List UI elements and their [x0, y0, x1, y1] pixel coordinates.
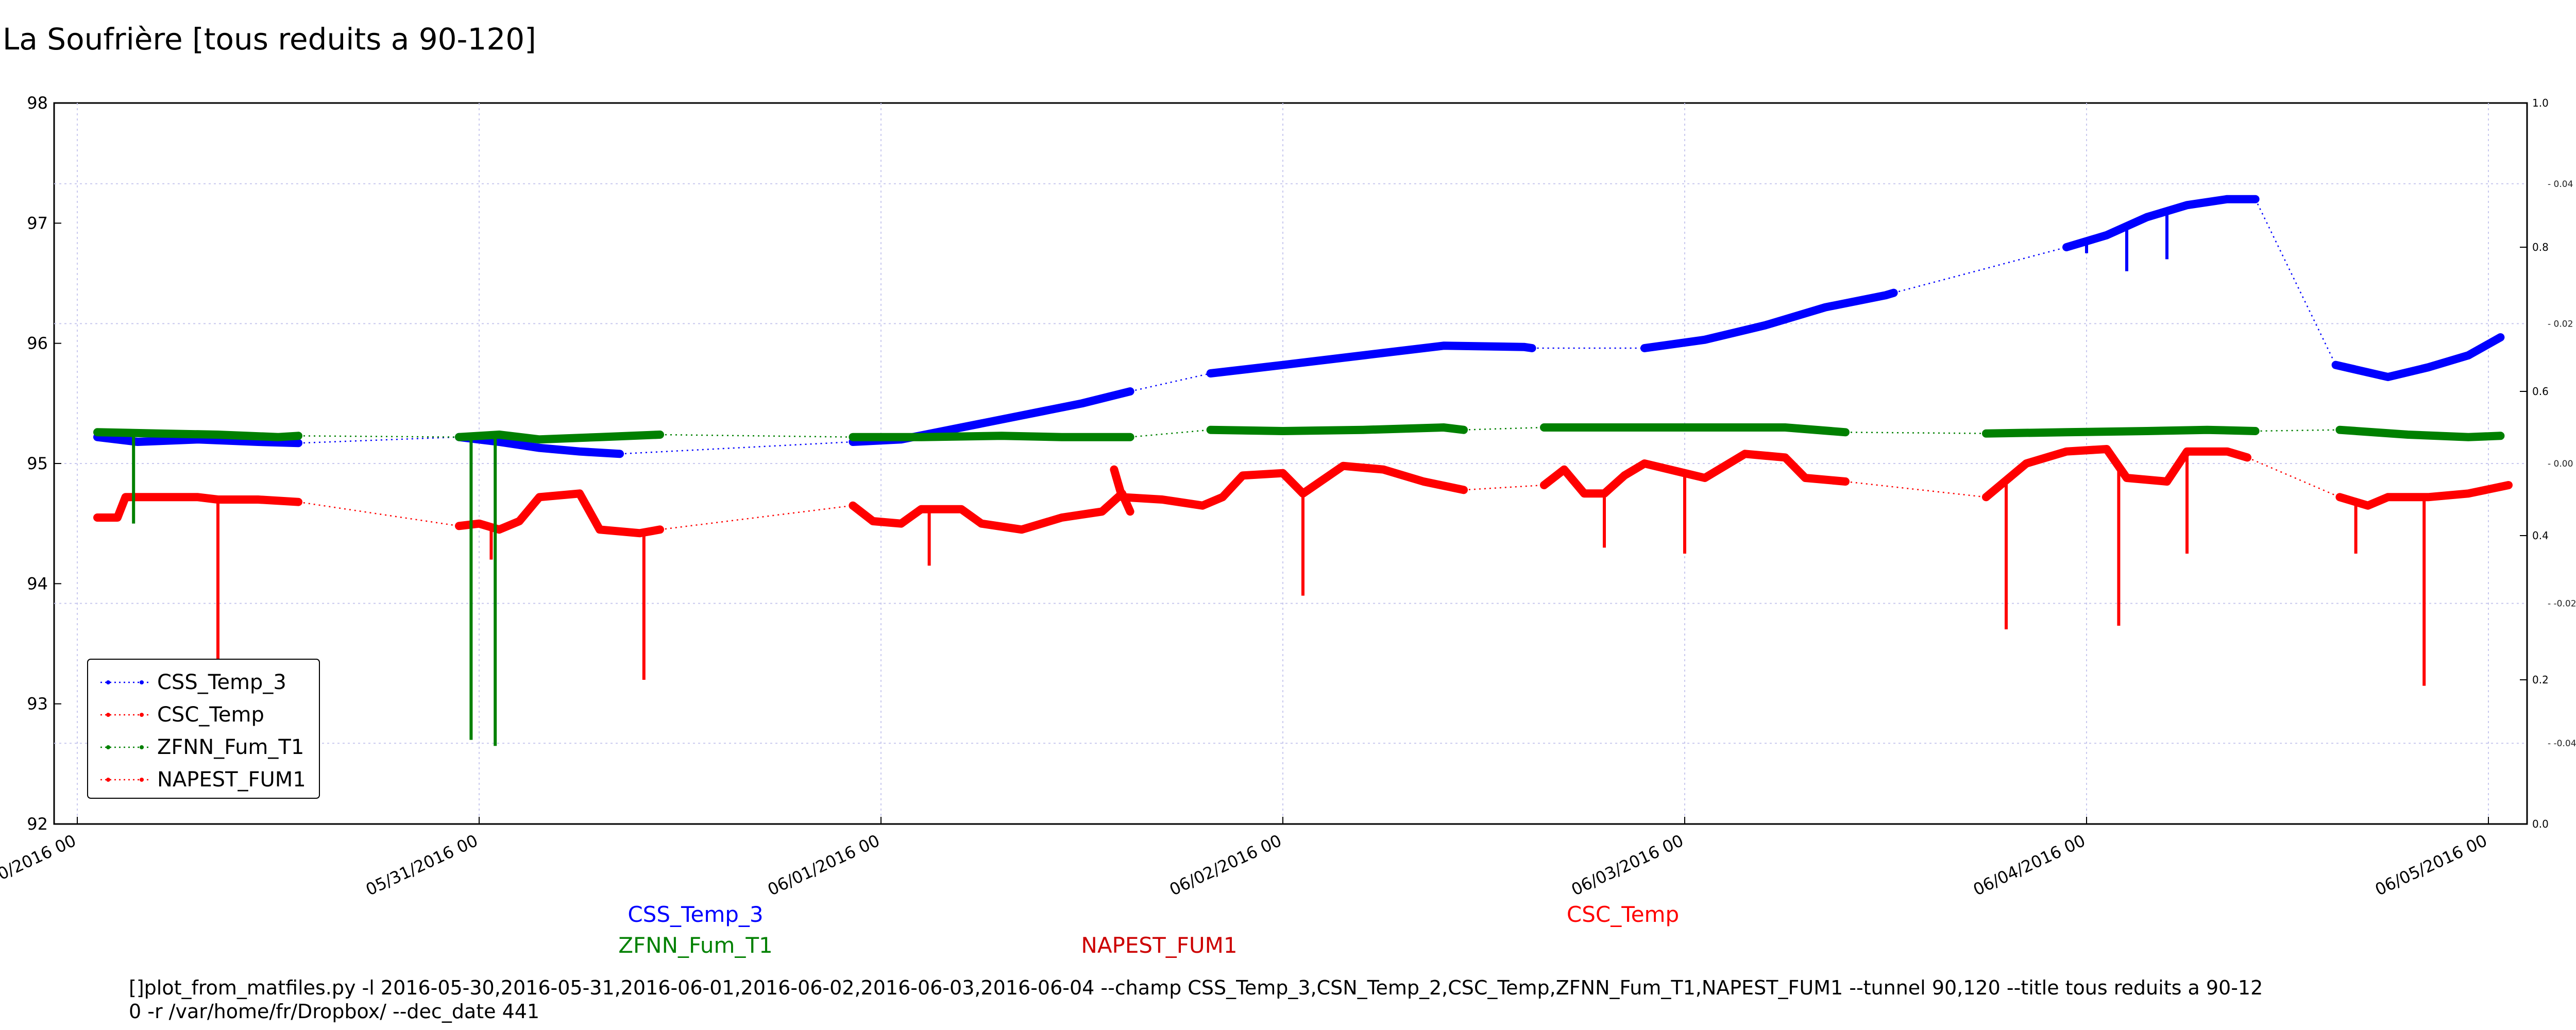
series-segment	[1540, 450, 1850, 498]
series-segment	[2331, 333, 2505, 381]
series-segment	[1540, 423, 1850, 437]
series-ZFNN_Fum_T1	[93, 423, 2505, 444]
series-segment	[455, 433, 624, 458]
series-segment	[1640, 288, 1898, 352]
series-labels-below: CSS_Temp_3 ZFNN_Fum_T1 NAPEST_FUM1 CSC_Temp	[618, 902, 1679, 958]
y2-tick-label: 0.4	[2532, 529, 2549, 542]
y2-tick-label: 0.8	[2532, 241, 2549, 253]
y3-tick-label: - -0.04	[2548, 739, 2576, 749]
series-segment	[1982, 445, 2251, 502]
gap-connector	[298, 435, 460, 438]
y-tick-label: 92	[27, 814, 48, 834]
y-tick-label: 93	[27, 694, 48, 714]
legend-marker	[106, 680, 110, 684]
y2-tick-label: 1.0	[2532, 97, 2549, 109]
series-label-below: CSC_Temp	[1567, 902, 1679, 927]
x-tick-label: 06/02/2016 00	[1166, 831, 1284, 900]
y-tick-label: 98	[27, 93, 48, 113]
x-tick-label: 06/05/2016 00	[2372, 831, 2490, 900]
legend-label: NAPEST_FUM1	[157, 768, 306, 792]
legend-marker	[140, 680, 144, 684]
series-layer	[93, 195, 2513, 746]
y3-tick-label: - 0.02	[2548, 319, 2573, 329]
series-segment	[1982, 425, 2260, 438]
legend-label: CSC_Temp	[157, 703, 264, 727]
y-tick-label: 97	[27, 213, 48, 233]
y2-tick-label: 0.6	[2532, 385, 2549, 398]
y3-tick-label: - 0.04	[2548, 179, 2573, 190]
gap-connector	[298, 501, 460, 527]
y3-tick-label: - -0.02	[2548, 599, 2576, 609]
gap-connector	[1463, 426, 1545, 431]
y-tick-label: 96	[27, 334, 48, 353]
series-segment	[1206, 341, 1536, 377]
legend-label: ZFNN_Fum_T1	[157, 735, 304, 759]
x-tick-label: 06/04/2016 00	[1970, 831, 2088, 900]
gap-connector	[659, 505, 853, 530]
legend-marker	[106, 778, 110, 782]
command-line-caption: []plot_from_matfiles.py -l 2016-05-30,20…	[129, 976, 2263, 1023]
series-segment	[455, 431, 664, 444]
series-segment	[1206, 423, 1468, 435]
gap-connector	[1463, 484, 1545, 491]
x-tick-label: 06/03/2016 00	[1568, 831, 1686, 900]
series-segment	[93, 433, 302, 448]
series-label-below: CSS_Temp_3	[628, 902, 763, 927]
gap-connector	[2255, 429, 2340, 432]
gap-connector	[298, 436, 460, 444]
x-tick-label: 05/30/2016 00	[0, 831, 79, 900]
legend-box	[87, 659, 320, 799]
series-CSS_Temp_3	[93, 195, 2505, 458]
series-segment	[1110, 461, 1468, 510]
series-segment	[849, 489, 1134, 534]
y2-axis: 0.0 0.2 0.4 0.6 0.8 1.0	[2520, 97, 2549, 830]
x-tick-label: 06/01/2016 00	[765, 831, 883, 900]
y2-tick-label: 0.0	[2532, 818, 2549, 830]
legend-marker	[106, 745, 110, 749]
legend-marker	[140, 713, 144, 717]
gap-connector	[659, 434, 853, 438]
grid	[54, 103, 2527, 824]
x-axis: 05/30/2016 00 05/31/2016 00 06/01/2016 00 0…	[0, 817, 2490, 900]
gap-connector	[1130, 429, 1211, 438]
y2-tick-label: 0.2	[2532, 674, 2549, 686]
y3-tick-label: - 0.00	[2548, 459, 2573, 469]
legend: CSS_Temp_3 CSC_Temp ZFNN_Fum_T1 NAPEST_FUM1	[87, 659, 320, 799]
series-segment	[93, 428, 302, 441]
series-segment	[849, 432, 1134, 441]
legend-label: CSS_Temp_3	[157, 671, 286, 694]
x-tick-label: 05/31/2016 00	[363, 831, 481, 900]
series-segment	[2335, 425, 2505, 441]
y3-axis: - -0.04 - -0.02 - 0.00 - 0.02 - 0.04	[2548, 179, 2576, 749]
gap-connector	[2247, 457, 2340, 498]
series-label-below: NAPEST_FUM1	[1081, 933, 1237, 958]
series-label-below: ZFNN_Fum_T1	[618, 933, 773, 958]
series-segment	[2335, 481, 2513, 510]
chart-title: La Soufrière [tous reduits a 90-120]	[3, 22, 536, 57]
y-tick-label: 95	[27, 454, 48, 473]
legend-marker	[106, 713, 110, 717]
series-CSC_Temp	[93, 445, 2513, 538]
series-segment	[455, 489, 664, 538]
series-segment	[93, 493, 302, 522]
legend-marker	[140, 778, 144, 782]
legend-marker	[140, 745, 144, 749]
y-tick-label: 94	[27, 574, 48, 593]
y-axis: 92 93 94 95 96 97 98	[27, 93, 61, 834]
